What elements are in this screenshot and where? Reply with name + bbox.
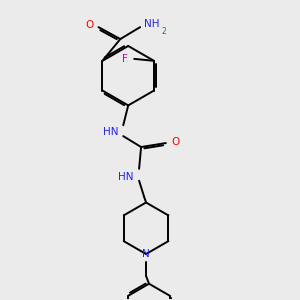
Text: 2: 2 <box>162 27 167 36</box>
Text: O: O <box>172 137 180 147</box>
Text: HN: HN <box>103 127 118 137</box>
Text: N: N <box>142 249 150 259</box>
Text: O: O <box>85 20 94 30</box>
Text: HN: HN <box>118 172 134 182</box>
Text: F: F <box>122 54 128 64</box>
Text: NH: NH <box>144 19 160 29</box>
